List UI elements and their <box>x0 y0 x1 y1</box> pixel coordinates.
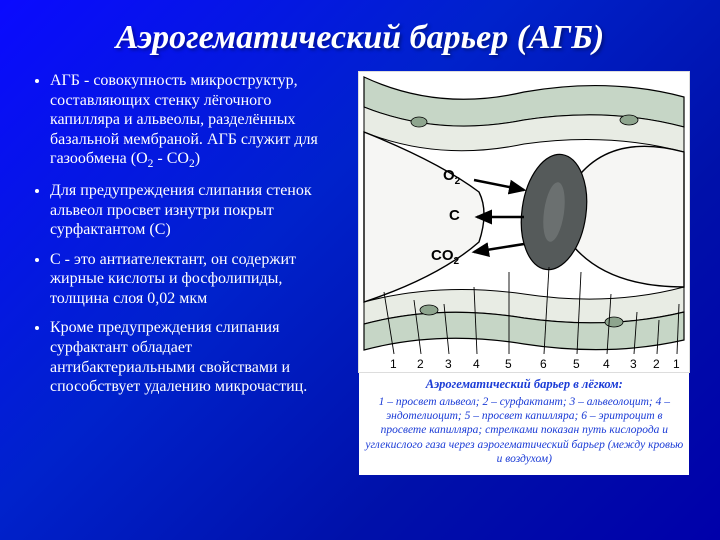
text-column: АГБ - совокупность микроструктур, состав… <box>28 71 339 475</box>
index-label: 4 <box>603 357 610 371</box>
index-label: 6 <box>540 357 547 371</box>
index-label: 3 <box>630 357 637 371</box>
index-label: 1 <box>673 357 680 371</box>
bullet-text: - CO <box>153 150 189 167</box>
bullet-text: Кроме предупреждения слипания сурфактант… <box>50 319 307 395</box>
slide-title: Аэрогематический барьер (АГБ) <box>28 18 692 57</box>
list-item: Кроме предупреждения слипания сурфактант… <box>50 318 339 396</box>
nucleus-icon <box>620 115 638 125</box>
nucleus-icon <box>411 117 427 127</box>
slide: Аэрогематический барьер (АГБ) АГБ - сово… <box>0 0 720 540</box>
index-label: 2 <box>653 357 660 371</box>
bullet-list: АГБ - совокупность микроструктур, состав… <box>28 71 339 396</box>
label-c: С <box>449 207 460 224</box>
index-label: 1 <box>390 357 397 371</box>
list-item: Для предупреждения слипания стенок альве… <box>50 181 339 240</box>
index-label: 3 <box>445 357 452 371</box>
caption-title: Аэрогематический барьер в лёгком: <box>365 377 683 393</box>
bullet-text: Для предупреждения слипания стенок альве… <box>50 182 312 238</box>
index-label: 2 <box>417 357 424 371</box>
index-label: 4 <box>473 357 480 371</box>
list-item: АГБ - совокупность микроструктур, состав… <box>50 71 339 171</box>
bullet-text: ) <box>195 150 200 167</box>
diagram-figure: O2 С CO2 1 <box>358 71 690 373</box>
figure-column: O2 С CO2 1 <box>357 71 692 475</box>
index-label: 5 <box>573 357 580 371</box>
index-label: 5 <box>505 357 512 371</box>
figure-caption: Аэрогематический барьер в лёгком: 1 – пр… <box>359 373 689 475</box>
slide-body: АГБ - совокупность микроструктур, состав… <box>28 71 692 475</box>
nucleus-icon <box>605 317 623 327</box>
caption-body: 1 – просвет альвеол; 2 – сурфактант; 3 –… <box>365 396 683 466</box>
bullet-text: С - это антиателектант, он содержит жирн… <box>50 251 296 307</box>
list-item: С - это антиателектант, он содержит жирн… <box>50 250 339 309</box>
nucleus-icon <box>420 305 438 315</box>
